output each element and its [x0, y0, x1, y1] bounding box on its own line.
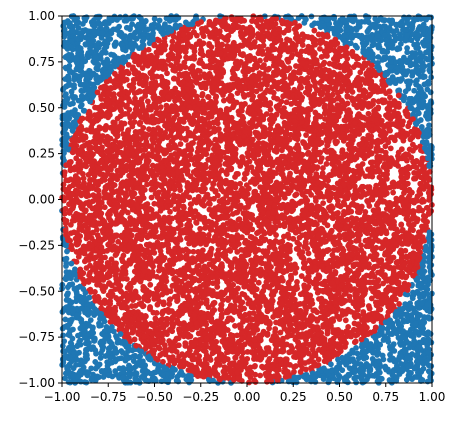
- point-inside: [280, 201, 287, 208]
- point-inside: [219, 41, 225, 48]
- point-inside: [263, 56, 269, 63]
- point-inside: [342, 317, 349, 324]
- point-inside: [405, 123, 412, 130]
- point-inside: [167, 296, 174, 303]
- point-inside: [403, 215, 410, 222]
- point-inside: [197, 225, 204, 232]
- point-inside: [288, 276, 295, 283]
- point-inside: [154, 301, 161, 308]
- point-inside: [315, 356, 322, 363]
- point-inside: [131, 336, 138, 343]
- point-inside: [279, 238, 286, 245]
- point-inside: [303, 132, 309, 138]
- point-inside: [398, 221, 405, 228]
- point-inside: [322, 74, 329, 80]
- point-inside: [363, 272, 370, 279]
- point-inside: [199, 90, 206, 97]
- point-inside: [208, 226, 215, 233]
- point-inside: [176, 71, 183, 78]
- point-inside: [73, 258, 80, 265]
- point-inside: [156, 345, 163, 352]
- point-inside: [318, 280, 325, 287]
- point-inside: [281, 233, 287, 240]
- point-outside: [151, 15, 158, 22]
- point-outside: [353, 345, 359, 351]
- point-inside: [149, 162, 156, 169]
- point-outside: [78, 87, 85, 94]
- point-inside: [292, 336, 299, 343]
- point-outside: [78, 93, 85, 100]
- point-outside: [82, 41, 89, 48]
- point-inside: [147, 281, 154, 288]
- point-inside: [237, 180, 244, 187]
- point-inside: [254, 230, 260, 237]
- point-outside: [418, 124, 425, 130]
- point-outside: [404, 45, 410, 51]
- point-inside: [95, 187, 102, 194]
- point-inside: [128, 303, 135, 309]
- point-outside: [59, 343, 66, 349]
- point-outside: [404, 49, 411, 56]
- point-inside: [166, 301, 173, 307]
- point-inside: [287, 131, 294, 138]
- point-inside: [362, 80, 369, 86]
- point-inside: [367, 253, 374, 260]
- point-inside: [257, 372, 264, 379]
- point-outside: [404, 32, 410, 39]
- point-inside: [305, 250, 312, 257]
- point-outside: [426, 315, 433, 322]
- point-inside: [249, 18, 255, 24]
- point-inside: [257, 57, 263, 64]
- point-inside: [361, 60, 368, 67]
- point-inside: [326, 197, 333, 204]
- point-inside: [249, 226, 256, 233]
- point-inside: [219, 197, 225, 203]
- point-inside: [387, 145, 394, 152]
- point-outside: [328, 361, 334, 368]
- point-inside: [131, 226, 138, 233]
- point-inside: [419, 234, 426, 241]
- point-inside: [60, 181, 67, 188]
- points-layer: [59, 13, 435, 386]
- point-inside: [276, 102, 283, 108]
- point-inside: [304, 245, 311, 252]
- point-inside: [214, 284, 221, 290]
- point-inside: [167, 208, 173, 215]
- point-inside: [317, 45, 323, 52]
- point-outside: [416, 13, 423, 20]
- point-inside: [368, 295, 375, 302]
- point-outside: [355, 355, 362, 362]
- point-inside: [87, 269, 93, 276]
- point-inside: [387, 94, 393, 101]
- point-inside: [300, 333, 306, 340]
